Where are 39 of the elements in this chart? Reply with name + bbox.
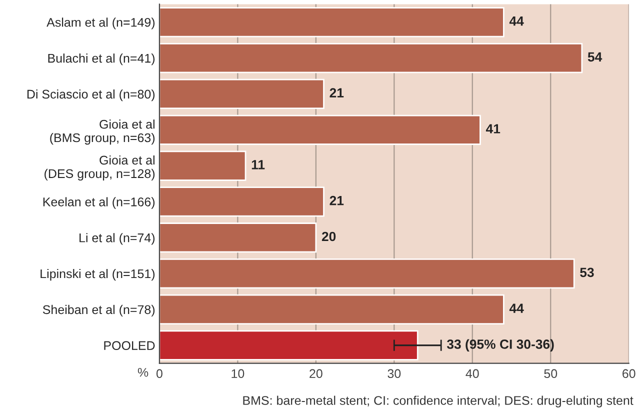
data-label: 33 (95% CI 30-36): [446, 339, 554, 352]
y-tick-label: Gioia et al (DES group, n=128): [44, 155, 155, 181]
x-tick-label: 0: [156, 369, 162, 378]
y-tick-label: Keelan et al (n=166): [43, 197, 155, 209]
y-tick-label: Aslam et al (n=149): [46, 18, 155, 30]
x-tick-label: 60: [622, 369, 636, 378]
bar: [159, 294, 504, 324]
data-label: 21: [330, 88, 344, 98]
bar: [159, 114, 481, 145]
y-tick-label: Lipinski et al (n=151): [40, 268, 155, 281]
bar: [159, 222, 317, 253]
data-label: 21: [330, 196, 344, 206]
bar: [159, 43, 583, 74]
bar: [159, 186, 324, 217]
y-tick-label: POOLED: [104, 341, 155, 350]
data-label: 11: [252, 160, 265, 170]
text: BMS: bare-metal stent; CI: confidence interval; DES: drug-eluting stent: [243, 396, 634, 408]
data-label: 41: [486, 124, 500, 134]
y-tick-label: Li et al (n=74): [80, 233, 155, 245]
data-label: 53: [580, 268, 594, 278]
bar: [159, 330, 418, 360]
data-label: 20: [322, 232, 336, 242]
data-label: 54: [588, 52, 602, 62]
x-tick-label: 20: [310, 369, 322, 378]
data-label: 44: [509, 16, 524, 26]
bar: [159, 78, 324, 110]
x-axis-title: %: [138, 368, 148, 377]
x-tick-label: 40: [466, 369, 479, 378]
x-tick-label: 30: [388, 369, 401, 378]
y-tick-label: Sheiban et al (n=78): [42, 304, 155, 317]
bar: [159, 150, 246, 181]
x-tick-label: 50: [544, 369, 558, 378]
bar: [159, 258, 575, 289]
y-tick-label: Bulachi et al (n=41): [48, 54, 155, 66]
x-tick-label: 10: [232, 369, 244, 378]
data-label: 44: [509, 304, 524, 313]
y-tick-label: Gioia et al (BMS group, n=63): [50, 120, 155, 145]
bar: [159, 7, 504, 38]
y-tick-label: Di Sciascio et al (n=80): [27, 89, 155, 102]
